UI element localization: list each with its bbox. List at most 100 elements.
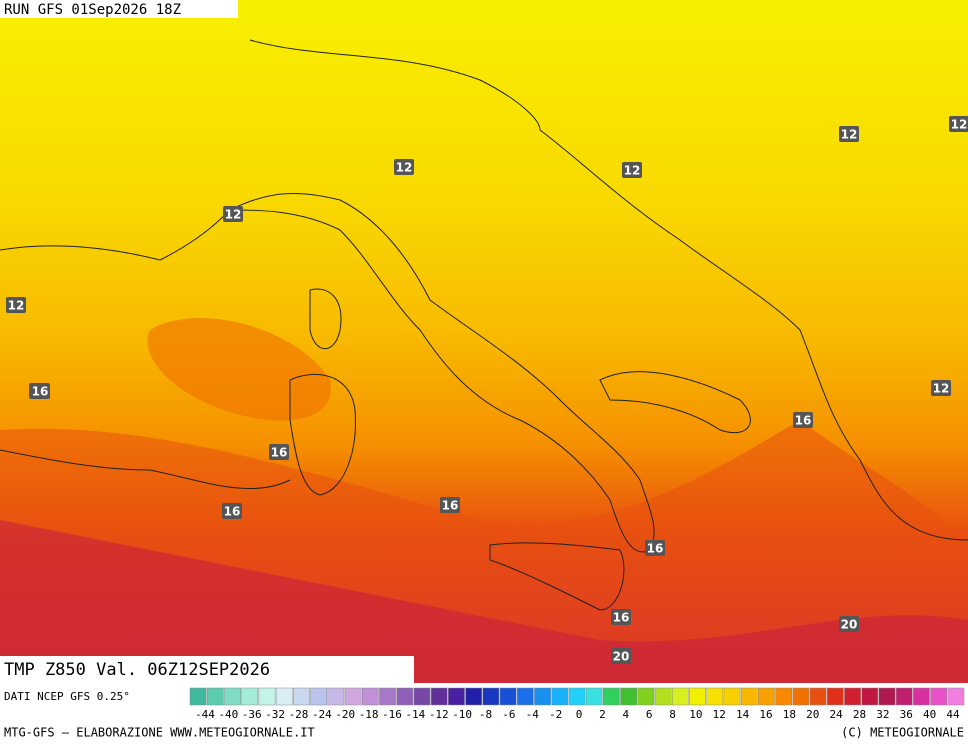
contour-label: 16: [224, 505, 241, 519]
colorbar-swatch: [930, 687, 948, 706]
footer-left: MTG-GFS — ELABORAZIONE WWW.METEOGIORNALE…: [4, 726, 315, 740]
colorbar-tick-label: -12: [429, 708, 449, 721]
colorbar-swatch: [482, 687, 500, 706]
title-box: [0, 656, 414, 683]
colorbar-swatch: [310, 687, 328, 706]
colorbar-tick-label: 0: [576, 708, 583, 721]
colorbar-swatch: [895, 687, 913, 706]
colorbar-swatch: [671, 687, 689, 706]
colorbar-tick-label: 20: [806, 708, 819, 721]
colorbar-swatch: [430, 687, 448, 706]
colorbar-swatch: [723, 687, 741, 706]
colorbar-tick-label: 24: [830, 708, 844, 721]
colorbar-tick-label: -36: [242, 708, 262, 721]
colorbar-tick-label: 14: [736, 708, 750, 721]
contour-label: 20: [613, 650, 630, 664]
colorbar-swatch: [878, 687, 896, 706]
colorbar-swatch: [844, 687, 861, 706]
contour-label-box: [839, 126, 859, 142]
colorbar-swatch: [206, 687, 224, 706]
contour-label-box: [793, 412, 813, 428]
colorbar-swatch: [327, 687, 345, 706]
colorbar-swatch: [293, 687, 310, 706]
colorbar-tick-label: -2: [549, 708, 562, 721]
contour-label: 16: [271, 446, 288, 460]
colorbar-swatch: [568, 687, 586, 706]
coastlines: [0, 39, 968, 611]
contour-label: 12: [951, 118, 968, 132]
colorbar-tick-label: 12: [713, 708, 726, 721]
colorbar-tick-label: -10: [452, 708, 472, 721]
colorbar-tick-label: 36: [900, 708, 913, 721]
colorbar-tick-label: 2: [599, 708, 606, 721]
colorbar-swatch: [792, 687, 810, 706]
colorbar-swatch: [413, 687, 431, 706]
colorbar-tick-label: 44: [946, 708, 960, 721]
contour-labels: 1212121212121216161616161616162020: [6, 116, 968, 664]
colorbar-swatch: [448, 687, 465, 706]
contour-label-box: [394, 159, 414, 175]
colorbar-swatch: [344, 687, 362, 706]
contour-label-box: [440, 497, 460, 513]
colorbar-swatch: [809, 687, 827, 706]
colorbar-tick-label: 8: [669, 708, 676, 721]
colorbar-tick-label: -6: [502, 708, 515, 721]
contour-label-box: [931, 380, 951, 396]
colorbar-swatch: [516, 687, 534, 706]
colorbar-tick-label: 28: [853, 708, 866, 721]
contour-label: 16: [795, 414, 812, 428]
colorbar-swatch: [224, 687, 241, 706]
colorbar-swatch: [465, 687, 483, 706]
colorbar-swatch: [379, 687, 396, 706]
contour-label: 16: [442, 499, 459, 513]
colorbar-tick-label: 40: [923, 708, 936, 721]
header-box: [0, 0, 238, 18]
colorbar-tick-label: 10: [689, 708, 702, 721]
colorbar-swatch: [499, 687, 517, 706]
contour-label: 12: [624, 164, 641, 178]
colorbar-swatch: [706, 687, 724, 706]
colorbar-swatch: [396, 687, 414, 706]
colorbar-swatch: [913, 687, 930, 706]
colorbar-tick-label: 6: [646, 708, 653, 721]
colorbar-swatch: [775, 687, 793, 706]
footer-right: (C) METEOGIORNALE: [841, 726, 964, 740]
contour-label-box: [622, 162, 642, 178]
contour-label: 12: [225, 208, 242, 222]
contour-label-box: [269, 444, 289, 460]
colorbar-tick-label: -4: [526, 708, 540, 721]
map-title: TMP Z850 Val. 06Z12SEP2026: [4, 660, 270, 680]
colorbar-tick-label: 4: [622, 708, 629, 721]
contour-label-box: [839, 616, 859, 632]
colorbar-tick-label: -18: [359, 708, 379, 721]
colorbar-tick-label: 16: [759, 708, 772, 721]
colorbar-swatch: [654, 687, 672, 706]
contour-label-box: [949, 116, 968, 132]
contour-label: 16: [647, 542, 664, 556]
colorbar-swatch: [758, 687, 775, 706]
contour-label: 16: [32, 385, 49, 399]
colorbar-tick-label: -28: [289, 708, 309, 721]
contour-label: 12: [8, 299, 25, 313]
colorbar-tick-label: -20: [335, 708, 355, 721]
contour-label-box: [223, 206, 243, 222]
colorbar-swatch: [189, 687, 207, 706]
colorbar-tick-label: 32: [876, 708, 889, 721]
colorbar-swatch: [534, 687, 551, 706]
colorbar-tick-label: -32: [265, 708, 285, 721]
colorbar: -44 -40 -36 -32 -28 -24 -20 -18 -16 -14 -12 -10 -8 -6…: [189, 687, 965, 721]
colorbar-swatch: [861, 687, 879, 706]
colorbar-swatch: [275, 687, 293, 706]
contour-label-box: [611, 609, 631, 625]
colorbar-swatch: [361, 687, 379, 706]
contour-label-box: [611, 648, 631, 664]
run-label: RUN GFS 01Sep2026 18Z: [4, 2, 181, 18]
colorbar-swatch: [258, 687, 276, 706]
contour-label-box: [222, 503, 242, 519]
colorbar-swatch: [826, 687, 844, 706]
colorbar-swatch: [241, 687, 259, 706]
colorbar-tick-label: -44: [195, 708, 215, 721]
colorbar-swatch: [740, 687, 758, 706]
